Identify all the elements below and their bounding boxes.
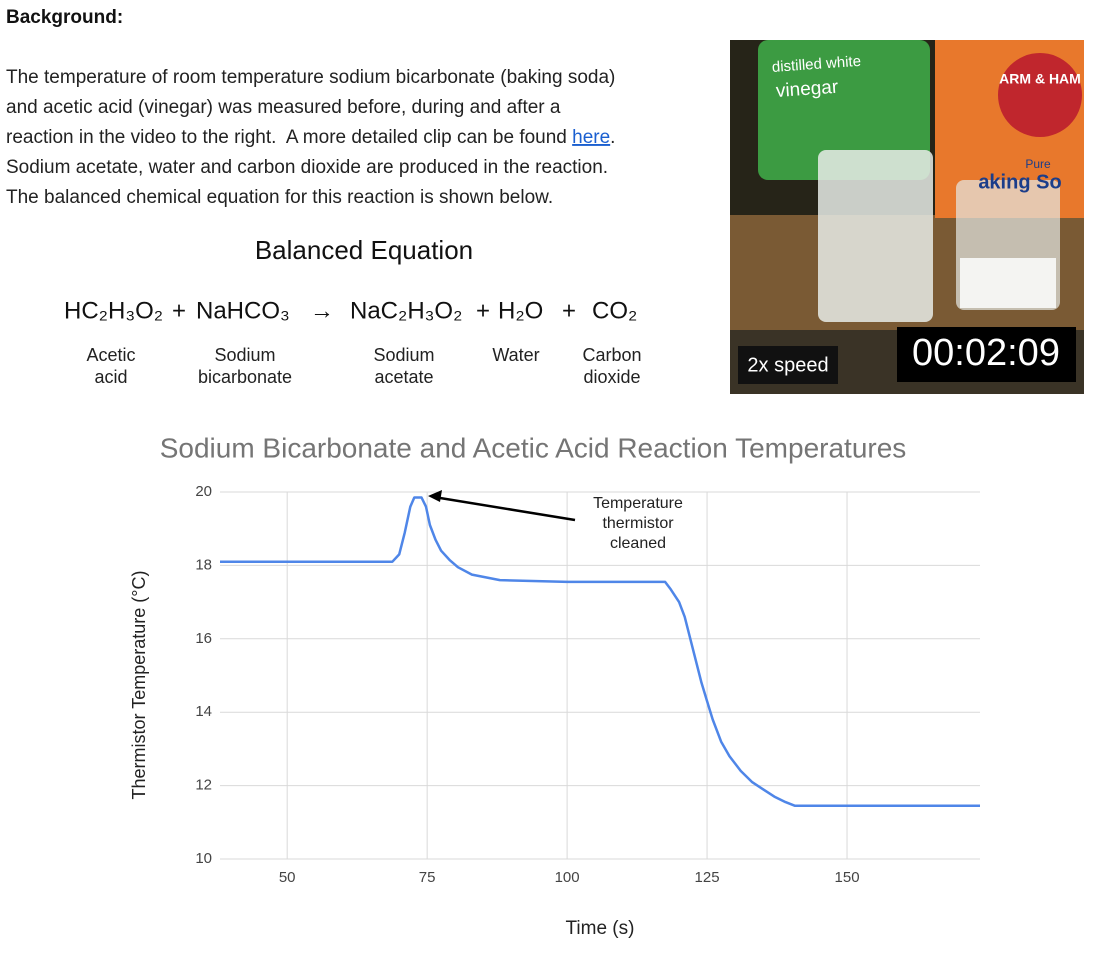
y-tick-label: 10 bbox=[195, 850, 212, 867]
y-axis-label: Thermistor Temperature (°C) bbox=[129, 571, 149, 800]
y-tick-label: 20 bbox=[195, 483, 212, 500]
annotation: cleaned bbox=[610, 535, 666, 552]
equation-part: CO₂ bbox=[592, 297, 637, 324]
annotation-arrowhead bbox=[428, 490, 442, 502]
powder bbox=[960, 258, 1056, 308]
timestamp-box bbox=[897, 327, 1076, 382]
box-label: Pure bbox=[1025, 157, 1051, 171]
annotation: Temperature bbox=[593, 495, 683, 512]
equation-label: Water bbox=[492, 345, 539, 365]
y-tick-label: 18 bbox=[195, 556, 212, 573]
paragraph-line: The temperature of room temperature sodi… bbox=[6, 67, 615, 88]
equation-label: bicarbonate bbox=[198, 367, 292, 387]
plot: 10 12 14 16 18 20 50 75 100 125 150 Temperature ther… bbox=[195, 483, 980, 886]
paragraph-line: reaction in the video to the right. A mo… bbox=[6, 127, 615, 148]
equation-label: acetate bbox=[374, 367, 433, 387]
speed-label: 2x speed bbox=[747, 354, 828, 376]
equation-label: Acetic bbox=[86, 345, 135, 365]
equation-part: + bbox=[172, 297, 186, 324]
bottle bbox=[758, 40, 930, 180]
x-tick-label: 125 bbox=[695, 869, 720, 886]
link[interactable]: here bbox=[572, 127, 610, 148]
equation-part: → bbox=[310, 297, 334, 324]
x-tick-label: 75 bbox=[419, 869, 436, 886]
box-label: aking So bbox=[978, 171, 1061, 193]
x-tick-label: 50 bbox=[279, 869, 296, 886]
data-line bbox=[220, 496, 980, 808]
equation-part: NaC₂H₃O₂ bbox=[350, 297, 462, 324]
bottle-label: distilled white bbox=[771, 53, 861, 76]
equation-label: acid bbox=[94, 367, 127, 387]
equation-label: Sodium bbox=[373, 345, 434, 365]
y-tick-label: 14 bbox=[195, 703, 212, 720]
beaker bbox=[818, 150, 933, 322]
x-tick-label: 150 bbox=[835, 869, 860, 886]
bottle-label: vinegar bbox=[775, 77, 839, 102]
paragraph-line: Sodium acetate, water and carbon dioxide… bbox=[6, 157, 608, 178]
equation-title: Balanced Equation bbox=[255, 235, 473, 265]
equation-label: Sodium bbox=[214, 345, 275, 365]
video[interactable]: distilled white vinegar ARM & HAM Pure a… bbox=[730, 40, 1084, 394]
paragraph-text: reaction in the video to the right. A mo… bbox=[6, 127, 572, 148]
box-brand: ARM & HAM bbox=[999, 71, 1081, 87]
heading: Background: bbox=[6, 7, 123, 28]
chart-title: Sodium Bicarbonate and Acetic Acid React… bbox=[160, 432, 907, 463]
y-tick-label: 16 bbox=[195, 630, 212, 647]
equation: HC₂H₃O₂ + NaHCO₃ → NaC₂H₃O₂ + H₂O + CO₂ Aceticaci… bbox=[64, 297, 642, 386]
equation-part: H₂O bbox=[498, 297, 543, 324]
equation-part: NaHCO₃ bbox=[196, 297, 290, 324]
paragraph-line: and acetic acid (vinegar) was measured b… bbox=[6, 97, 561, 118]
equation-part: + bbox=[562, 297, 576, 324]
annotation-arrow bbox=[433, 495, 576, 522]
x-tick-label: 100 bbox=[555, 869, 580, 886]
y-tick-label: 12 bbox=[195, 777, 212, 794]
equation-label: dioxide bbox=[583, 367, 640, 387]
equation-label: Carbon bbox=[582, 345, 641, 365]
timestamp: 00:02:09 bbox=[912, 332, 1060, 374]
logo bbox=[998, 53, 1082, 137]
equation-part: HC₂H₃O₂ bbox=[64, 297, 163, 324]
paragraph-line: The balanced chemical equation for this … bbox=[6, 187, 553, 208]
x-axis-label: Time (s) bbox=[566, 918, 635, 939]
equation-part: + bbox=[476, 297, 490, 324]
paragraph-text: . bbox=[610, 127, 615, 148]
annotation: thermistor bbox=[602, 515, 674, 532]
speed-box bbox=[738, 346, 838, 384]
